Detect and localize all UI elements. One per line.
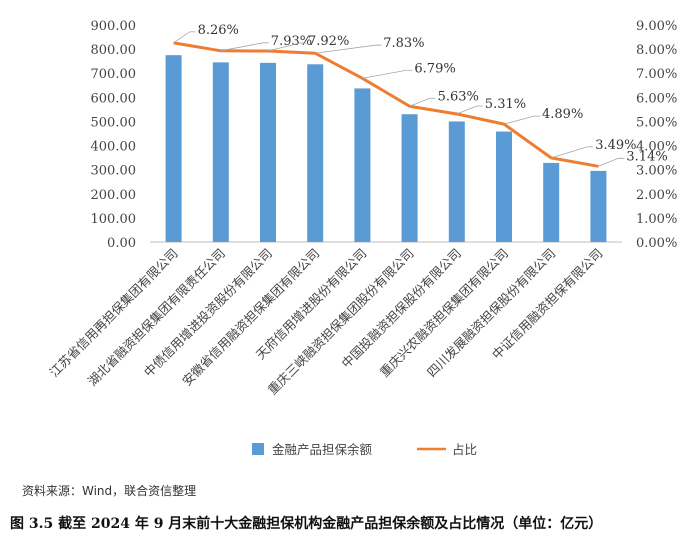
y2-tick-label: 6.00% [636,91,677,106]
y-tick-label: 700.00 [91,67,137,82]
data-label: 7.93% [271,34,312,49]
leader-line [598,157,625,167]
y-tick-label: 800.00 [91,43,137,58]
y-tick-label: 200.00 [91,188,137,203]
bar [543,162,560,242]
y2-tick-label: 3.00% [636,164,677,179]
combo-chart: 0.00 100.00 200.00 300.00 400.00 500.00 600.00… [46,19,678,457]
y-tick-label: 300.00 [91,164,137,179]
bar-series [165,55,607,243]
y2-tick-label: 8.00% [636,43,677,58]
bar [401,114,418,242]
y2-tick-label: 4.00% [636,140,677,155]
legend: 金融产品担保余额 占比 [252,442,477,457]
source-note: 资料来源：Wind，联合资信整理 [22,484,197,498]
data-label: 7.92% [308,34,349,49]
category-labels: 江苏省信用再担保集团有限公司湖北省融资担保集团有限责任公司中债信用增进投资股份有… [46,246,605,398]
y2-tick-label: 7.00% [636,67,677,82]
bar [354,88,371,242]
line-path [173,41,599,168]
bar [307,64,324,242]
leader-line [173,31,196,44]
axes: 0.00 100.00 200.00 300.00 400.00 500.00 600.00… [91,19,678,251]
data-label: 3.14% [626,149,667,164]
bar [212,62,229,242]
data-label: 5.31% [485,97,526,112]
leader-line [409,97,436,107]
y2-tick-label: 0.00% [636,236,677,251]
y2-tick-label: 1.00% [636,212,677,227]
figure-caption: 图 3.5 截至 2024 年 9 月末前十大金融担保机构金融产品担保余额及占比… [10,516,603,532]
data-label: 4.89% [542,107,583,122]
y2-tick-label: 5.00% [636,115,677,130]
bar [448,121,465,242]
bar [496,131,512,242]
bar [590,170,607,242]
data-label: 3.49% [595,138,636,153]
data-label: 7.83% [383,36,424,51]
leader-line [456,105,483,115]
y-tick-label: 0.00 [107,236,136,251]
data-label: 6.79% [414,61,455,76]
data-label: 8.26% [198,23,239,38]
y-tick-label: 100.00 [91,212,137,227]
data-label: 5.63% [438,89,479,104]
legend-bar-swatch [252,443,264,455]
leader-line [267,42,306,52]
leader-line [220,42,269,52]
leader-line [551,146,594,159]
bar [165,55,182,243]
y2-tick-label: 9.00% [636,19,677,34]
y-tick-label: 900.00 [91,19,137,34]
legend-bar-label: 金融产品担保余额 [272,442,373,457]
leader-line [503,115,540,125]
legend-line-label: 占比 [452,442,477,457]
leader-line [315,44,382,54]
leader-line [362,69,413,79]
y-tick-label: 600.00 [91,91,137,106]
line-series [173,41,599,168]
y2-tick-label: 2.00% [636,188,677,203]
data-labels: 8.26% 7.93%7.92% 7.83% 6.79% 5.63% 5.31% 4.89%… [173,23,668,167]
y-tick-label: 400.00 [91,140,137,155]
y-tick-label: 500.00 [91,115,137,130]
bar [260,62,276,242]
